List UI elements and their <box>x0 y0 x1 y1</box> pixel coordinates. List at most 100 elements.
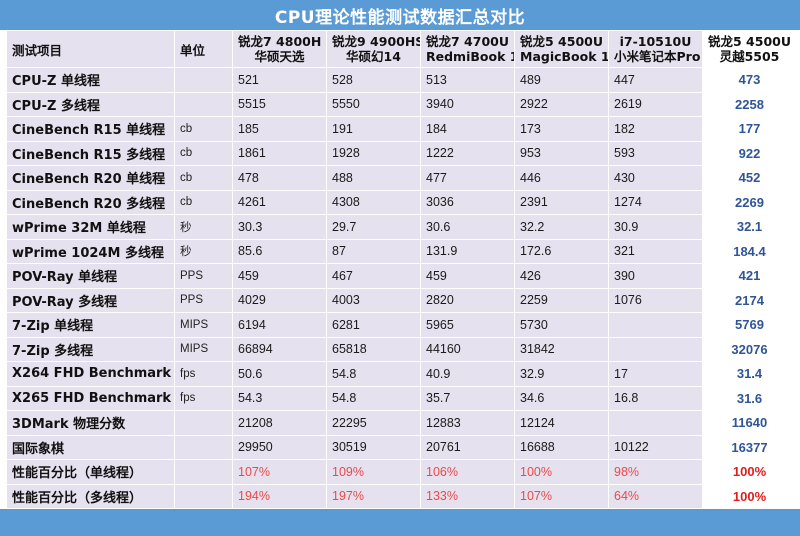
value-cell: 1928 <box>326 140 421 166</box>
value-cell: 446 <box>514 165 609 191</box>
table-row: CineBench R15 多线程 cb 1861 1928 1222 953 593 922 <box>6 140 797 166</box>
value-cell: 521 <box>232 67 327 93</box>
row-unit <box>174 410 233 436</box>
highlight-value-cell: 32.1 <box>702 214 797 240</box>
value-cell: 22295 <box>326 410 421 436</box>
value-cell: 12883 <box>420 410 515 436</box>
highlight-value-cell: 31.4 <box>702 361 797 387</box>
row-unit: cb <box>174 140 233 166</box>
value-cell: 133% <box>420 483 515 509</box>
value-cell: 31842 <box>514 336 609 362</box>
header-model-device: 灵越5505 <box>719 49 780 64</box>
footer-bar <box>0 509 800 536</box>
header-model-device: RedmiBook 16 <box>426 49 514 64</box>
value-cell: 513 <box>420 67 515 93</box>
header-model: 锐龙5 4500U MagicBook 15 <box>514 30 609 68</box>
value-cell: 1274 <box>608 189 703 215</box>
header-model-cpu: 锐龙7 4800H <box>238 34 322 49</box>
value-cell: 172.6 <box>514 238 609 264</box>
value-cell: 1222 <box>420 140 515 166</box>
value-cell: 54.8 <box>326 385 421 411</box>
value-cell: 182 <box>608 116 703 142</box>
row-test-item: CineBench R15 多线程 <box>6 140 175 166</box>
header-model: 锐龙7 4700U RedmiBook 16 <box>420 30 515 68</box>
table-row: X265 FHD Benchmark fps 54.3 54.8 35.7 34.6 16.… <box>6 385 797 411</box>
value-cell: 3940 <box>420 91 515 117</box>
row-unit <box>174 67 233 93</box>
value-cell: 54.3 <box>232 385 327 411</box>
value-cell <box>608 410 703 436</box>
row-unit: 秒 <box>174 214 233 240</box>
value-cell: 191 <box>326 116 421 142</box>
value-cell: 184 <box>420 116 515 142</box>
value-cell: 459 <box>420 263 515 289</box>
table-body: CPU-Z 单线程 521 528 513 489 447 473 CPU-Z 多线程 5515… <box>6 67 797 509</box>
header-model-cpu: i7-10510U <box>619 34 692 49</box>
value-cell: 447 <box>608 67 703 93</box>
value-cell: 467 <box>326 263 421 289</box>
value-cell: 20761 <box>420 434 515 460</box>
highlight-value-cell: 452 <box>702 165 797 191</box>
highlight-value-cell: 31.6 <box>702 385 797 411</box>
value-cell: 5730 <box>514 312 609 338</box>
value-cell: 2820 <box>420 287 515 313</box>
table-row: 7-Zip 单线程 MIPS 6194 6281 5965 5730 5769 <box>6 312 797 338</box>
value-cell: 489 <box>514 67 609 93</box>
highlight-value-cell: 2269 <box>702 189 797 215</box>
value-cell: 3036 <box>420 189 515 215</box>
value-cell: 29.7 <box>326 214 421 240</box>
table-row: 3DMark 物理分数 21208 22295 12883 12124 11640 <box>6 410 797 436</box>
header-model-cpu: 锐龙5 4500U <box>708 34 791 49</box>
row-unit: PPS <box>174 263 233 289</box>
highlight-value-cell: 32076 <box>702 336 797 362</box>
value-cell: 54.8 <box>326 361 421 387</box>
header-row: 测试项目 单位 锐龙7 4800H 华硕天选 锐龙9 4900HS 华硕幻14 … <box>6 30 797 68</box>
value-cell: 30.3 <box>232 214 327 240</box>
header-model-cpu: 锐龙7 4700U <box>426 34 509 49</box>
value-cell: 40.9 <box>420 361 515 387</box>
value-cell: 16.8 <box>608 385 703 411</box>
value-cell: 16688 <box>514 434 609 460</box>
value-cell: 100% <box>514 459 609 485</box>
value-cell: 430 <box>608 165 703 191</box>
table-row: CineBench R20 多线程 cb 4261 4308 3036 2391 1274 2… <box>6 189 797 215</box>
table-row: wPrime 32M 单线程秒 30.3 29.7 30.6 32.2 30.9 32.1 <box>6 214 797 240</box>
value-cell: 87 <box>326 238 421 264</box>
row-test-item: CineBench R20 多线程 <box>6 189 175 215</box>
highlight-value-cell: 177 <box>702 116 797 142</box>
value-cell: 30.6 <box>420 214 515 240</box>
value-cell: 85.6 <box>232 238 327 264</box>
highlight-value-cell: 100% <box>702 483 797 509</box>
highlight-value-cell: 421 <box>702 263 797 289</box>
row-test-item: 性能百分比（单线程） <box>6 459 175 485</box>
row-test-item: 国际象棋 <box>6 434 175 460</box>
row-test-item: 7-Zip 多线程 <box>6 336 175 362</box>
value-cell: 109% <box>326 459 421 485</box>
row-test-item: CineBench R15 单线程 <box>6 116 175 142</box>
value-cell: 10122 <box>608 434 703 460</box>
highlight-value-cell: 473 <box>702 67 797 93</box>
table-row: X264 FHD Benchmark fps 50.6 54.8 40.9 32.9 17 3… <box>6 361 797 387</box>
table-row: 性能百分比（多线程） 194% 197% 133% 107% 64% 100% <box>6 483 797 509</box>
value-cell: 459 <box>232 263 327 289</box>
header-model-cpu: 锐龙9 4900HS <box>332 34 421 49</box>
value-cell <box>608 336 703 362</box>
highlight-value-cell: 2174 <box>702 287 797 313</box>
value-cell: 65818 <box>326 336 421 362</box>
highlight-value-cell: 922 <box>702 140 797 166</box>
value-cell: 44160 <box>420 336 515 362</box>
value-cell: 4003 <box>326 287 421 313</box>
value-cell: 107% <box>232 459 327 485</box>
value-cell: 66894 <box>232 336 327 362</box>
value-cell: 593 <box>608 140 703 166</box>
value-cell: 6194 <box>232 312 327 338</box>
highlight-value-cell: 184.4 <box>702 238 797 264</box>
header-model-device: 小米笔记本Pro <box>614 49 701 64</box>
row-unit: MIPS <box>174 312 233 338</box>
header-model: 锐龙7 4800H 华硕天选 <box>232 30 327 68</box>
row-test-item: 3DMark 物理分数 <box>6 410 175 436</box>
row-unit: cb <box>174 165 233 191</box>
row-test-item: X264 FHD Benchmark <box>6 361 175 387</box>
value-cell <box>608 312 703 338</box>
